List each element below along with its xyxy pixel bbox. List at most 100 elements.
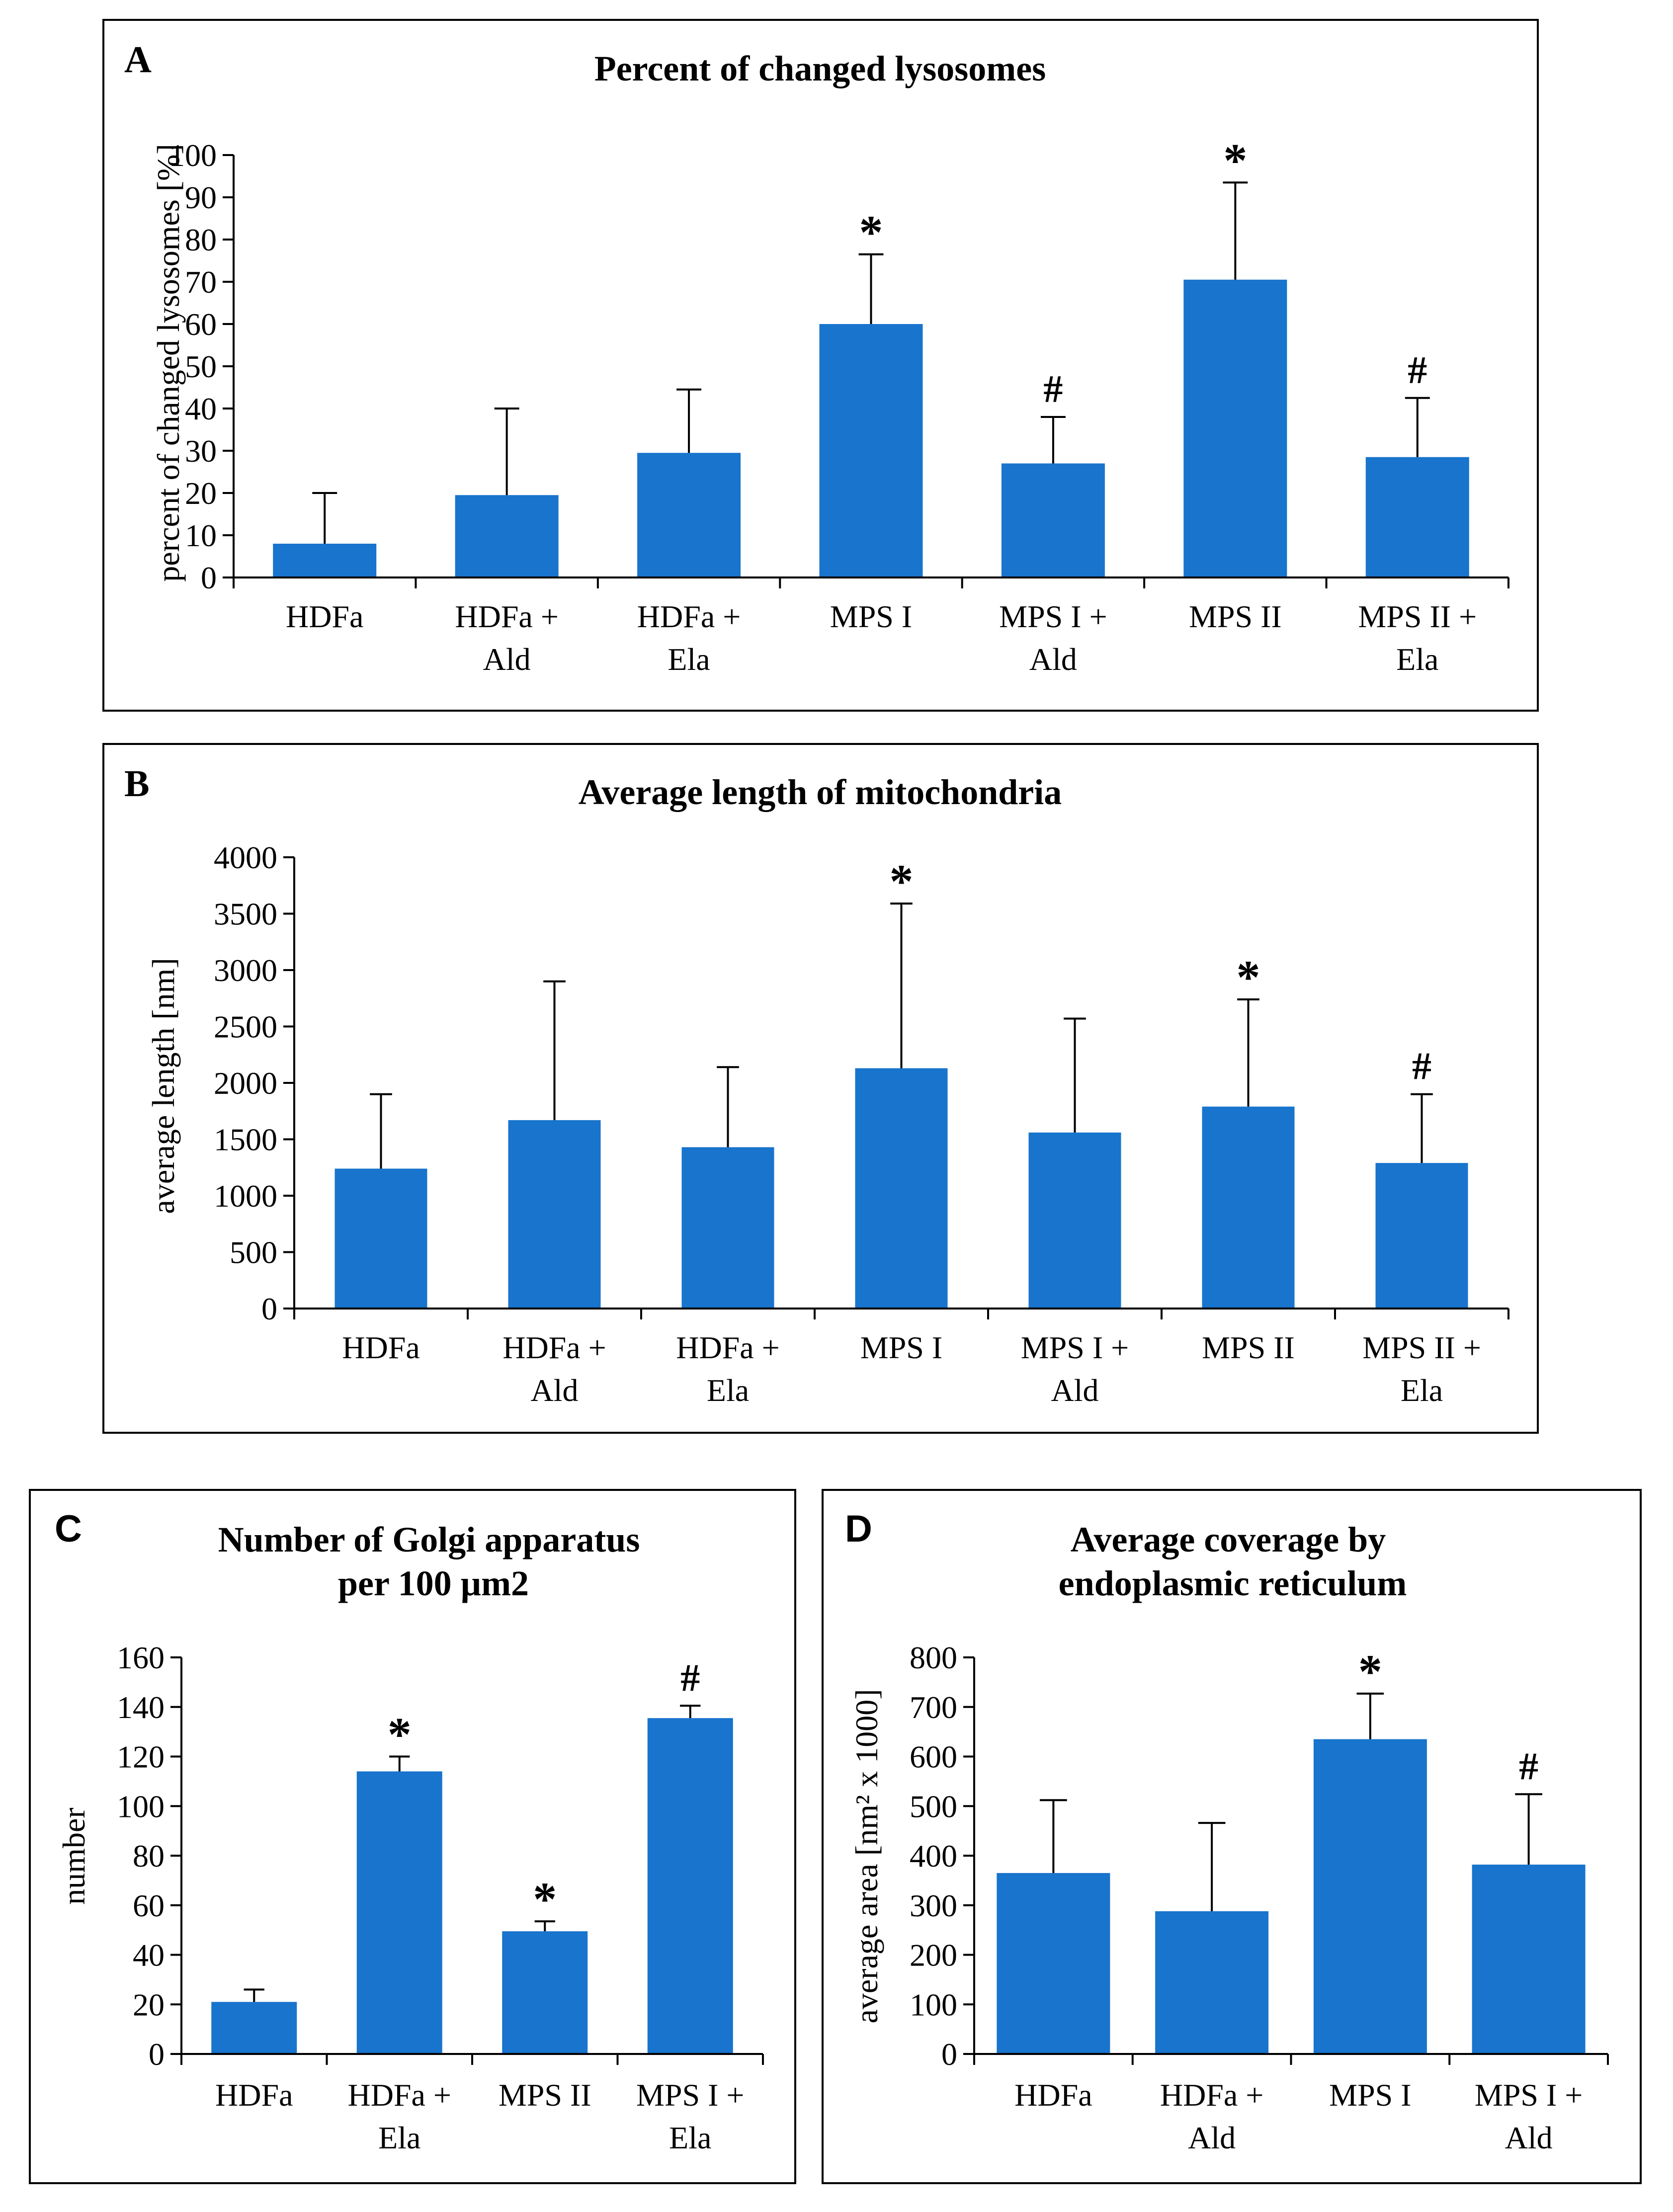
panel-a-y-tick-label-10: 100	[169, 138, 217, 173]
panel-c-x-label-3: MPS I + Ela	[636, 2077, 745, 2155]
panel-b-x-label-6-line-1: Ela	[1401, 1373, 1443, 1408]
panel-a-significance-4: #	[1043, 367, 1063, 410]
panel-c-y-tick-label-7: 140	[117, 1690, 165, 1725]
panel-d-y-tick-label-7: 700	[910, 1690, 957, 1725]
panel-b-y-ticks: 0 500 1000 1500 2000 2500 3000 3500 4000	[214, 840, 1509, 1326]
panel-a-x-label-1-line-0: HDFa +	[455, 599, 559, 634]
panel-d-y-tick-label-3: 300	[910, 1888, 957, 1923]
panel-b-x-label-3-line-0: MPS I	[860, 1330, 942, 1365]
panel-b-x-label-3: MPS I	[860, 1330, 942, 1365]
panel-c-title-line-1: Number of Golgi apparatus	[218, 1520, 640, 1559]
panel-a-x-label-6: MPS II + Ela	[1358, 599, 1477, 677]
panel-a-x-label-0: HDFa	[286, 599, 363, 634]
panel-a-x-label-6-line-1: Ela	[1396, 642, 1438, 677]
panel-a-significance-3: *	[859, 206, 883, 259]
panel-b-y-tick-label-8: 4000	[214, 840, 277, 875]
panel-a-x-label-2-line-0: HDFa +	[637, 599, 741, 634]
panel-d-y-tick-label-1: 100	[910, 1987, 957, 2022]
panel-d-x-labels: HDFa HDFa + Ald MPS I MPS I + Ald	[1014, 2077, 1583, 2155]
panel-d-x-label-1-line-0: HDFa +	[1160, 2077, 1264, 2113]
panel-d-x-label-1: HDFa + Ald	[1160, 2077, 1264, 2155]
panel-b-y-tick-label-3: 1500	[214, 1122, 277, 1157]
panel-c-y-tick-label-3: 60	[133, 1888, 165, 1923]
panel-a-title: Percent of changed lysosomes	[594, 49, 1046, 88]
panel-b-x-label-2-line-0: HDFa +	[676, 1330, 780, 1365]
panel-a-y-axis-title: percent of changed lysosomes [%]	[151, 144, 186, 581]
panel-c-y-tick-label-1: 20	[133, 1987, 165, 2022]
panel-a-bar-6	[1365, 457, 1469, 577]
panel-b-x-label-4-line-0: MPS I +	[1021, 1330, 1129, 1365]
panel-a-x-label-3: MPS I	[830, 599, 912, 634]
panel-b-x-label-1: HDFa + Ald	[502, 1330, 606, 1408]
panel-d-bar-0	[997, 1873, 1110, 2054]
panel-d-y-tick-label-6: 600	[910, 1739, 957, 1775]
panel-c-significance-3: #	[680, 1656, 700, 1699]
panel-c-frame	[29, 1489, 796, 2184]
panel-c-title: Number of Golgi apparatus per 100 µm2	[218, 1520, 649, 1603]
panel-a-letter: A	[124, 39, 152, 81]
panel-a-error-bars	[312, 181, 1430, 544]
panel-b-bars	[335, 1068, 1468, 1309]
panel-b-x-label-6: MPS II + Ela	[1362, 1330, 1481, 1408]
panel-d-bar-2	[1313, 1739, 1427, 2054]
panel-d-x-label-3-line-0: MPS I +	[1475, 2077, 1583, 2113]
panel-a-y-tick-label-1: 10	[185, 518, 217, 553]
panel-a-y-tick-label-7: 70	[185, 264, 217, 300]
panel-b-x-label-5-line-0: MPS II	[1202, 1330, 1295, 1365]
panel-b-bar-6	[1375, 1163, 1468, 1309]
panel-d-x-label-0-line-0: HDFa	[1014, 2077, 1092, 2113]
panel-a-y-ticks: 0 10 20 30 40 50 60 70 80 90 100	[169, 138, 1509, 595]
panel-c-y-tick-label-4: 80	[133, 1838, 165, 1874]
panel-c-x-label-2-line-0: MPS II	[499, 2077, 591, 2113]
panel-a-y-tick-label-0: 0	[201, 560, 217, 595]
panel-a-x-label-4-line-0: MPS I +	[999, 599, 1107, 634]
panel-c-title-line-2: per 100 µm2	[338, 1563, 529, 1603]
panel-c-y-ticks: 0 20 40 60 80 100 120 140 160	[117, 1640, 764, 2072]
panel-c-bars	[211, 1718, 733, 2054]
panel-d-x-label-2: MPS I	[1329, 2077, 1411, 2113]
panel-a-x-label-2: HDFa + Ela	[637, 599, 741, 677]
panel-d-significance-3: #	[1519, 1744, 1538, 1788]
panel-a-x-label-4-line-1: Ald	[1029, 642, 1077, 677]
panel-b-x-label-2-line-1: Ela	[707, 1373, 749, 1408]
panel-a-y-tick-label-8: 80	[185, 222, 217, 257]
panel-d-y-tick-label-4: 400	[910, 1838, 957, 1874]
panel-c-significance-1: *	[388, 1708, 412, 1761]
panel-c-bar-3	[647, 1718, 733, 2054]
panel-b-bar-1	[508, 1120, 601, 1309]
panel-b-x-label-0: HDFa	[342, 1330, 419, 1365]
panel-a-y-tick-label-4: 40	[185, 391, 217, 426]
panel-a-significance-5: *	[1223, 134, 1247, 187]
panel-a-bar-5	[1183, 279, 1287, 577]
panel-a-bar-4	[1001, 463, 1105, 577]
panel-b-significance-5: *	[1237, 951, 1260, 1004]
panel-c-x-label-0: HDFa	[215, 2077, 293, 2113]
panel-b-x-label-0-line-0: HDFa	[342, 1330, 419, 1365]
panel-b-x-label-4-line-1: Ald	[1051, 1373, 1099, 1408]
panel-d-y-tick-label-8: 800	[910, 1640, 957, 1675]
panel-b-y-tick-label-5: 2500	[214, 1009, 277, 1045]
panel-d: D Average coverage by endoplasmic reticu…	[822, 1489, 1642, 2184]
panel-d-y-axis-title: average area [nm² x 1000]	[849, 1689, 884, 2023]
panel-b-bar-5	[1202, 1106, 1295, 1309]
panel-a-y-tick-label-6: 60	[185, 307, 217, 342]
panel-a-bar-0	[273, 544, 377, 577]
panel-d-x-label-3-line-1: Ald	[1505, 2120, 1553, 2155]
panel-a-y-tick-label-2: 20	[185, 476, 217, 511]
panel-c-x-label-1-line-0: HDFa +	[347, 2077, 451, 2113]
panel-c-x-label-0-line-0: HDFa	[215, 2077, 293, 2113]
panel-c-bar-1	[356, 1771, 442, 2054]
panel-b-bar-2	[681, 1147, 774, 1309]
panel-a-x-label-4: MPS I + Ald	[999, 599, 1107, 677]
panel-c: C Number of Golgi apparatus per 100 µm2 …	[29, 1489, 796, 2184]
panel-a-x-label-5-line-0: MPS II	[1189, 599, 1282, 634]
panel-d-x-label-1-line-1: Ald	[1188, 2120, 1236, 2155]
panel-c-y-tick-label-6: 120	[117, 1739, 165, 1775]
panel-d-error-bars	[1040, 1692, 1542, 1911]
panel-b: B Average length of mitochondria average…	[102, 743, 1539, 1434]
panel-a-x-label-1-line-1: Ald	[483, 642, 531, 677]
panel-d-x-label-2-line-0: MPS I	[1329, 2077, 1411, 2113]
panel-b-y-tick-label-6: 3000	[214, 953, 277, 988]
